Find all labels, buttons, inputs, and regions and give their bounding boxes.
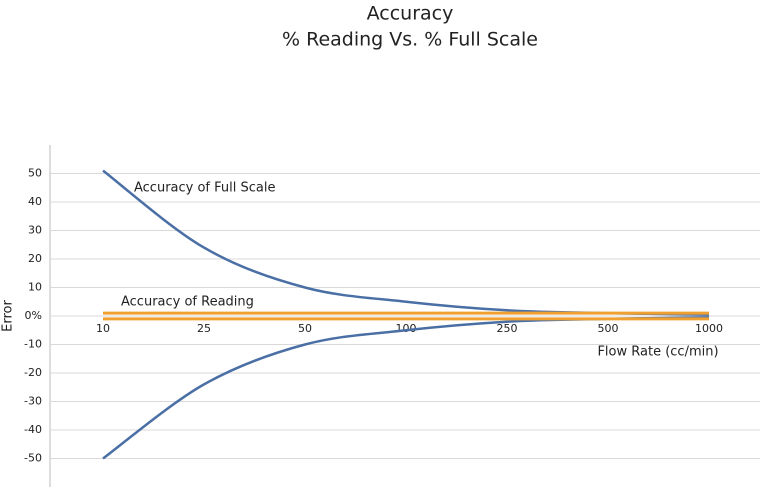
x-tick-label: 1000: [695, 322, 723, 335]
y-tick-label: 50: [28, 167, 42, 180]
y-tick-label: 20: [28, 252, 42, 265]
y-axis-label: Error: [1, 300, 16, 332]
series-line: [102, 316, 710, 460]
y-tick-label: 40: [28, 195, 42, 208]
x-tick-label: 10: [96, 322, 110, 335]
y-tick-label: -50: [24, 452, 42, 465]
chart-title: Accuracy: [367, 3, 454, 25]
series-annotation: Accuracy of Reading: [121, 295, 254, 310]
x-tick-label: 50: [298, 322, 312, 335]
y-tick-label: 30: [28, 224, 42, 237]
chart-subtitle: % Reading Vs. % Full Scale: [282, 29, 538, 51]
y-tick-label: 0%: [25, 309, 42, 322]
series-annotation: Accuracy of Full Scale: [134, 181, 275, 196]
y-tick-label: -40: [24, 423, 42, 436]
y-tick-label: -10: [24, 338, 42, 351]
x-tick-label: 500: [598, 322, 619, 335]
y-tick-label: -30: [24, 395, 42, 408]
y-tick-label: 10: [28, 281, 42, 294]
x-tick-label: 25: [197, 322, 211, 335]
x-axis-label: Flow Rate (cc/min): [597, 345, 718, 360]
y-tick-label: -20: [24, 366, 42, 379]
x-tick-label: 250: [497, 322, 518, 335]
